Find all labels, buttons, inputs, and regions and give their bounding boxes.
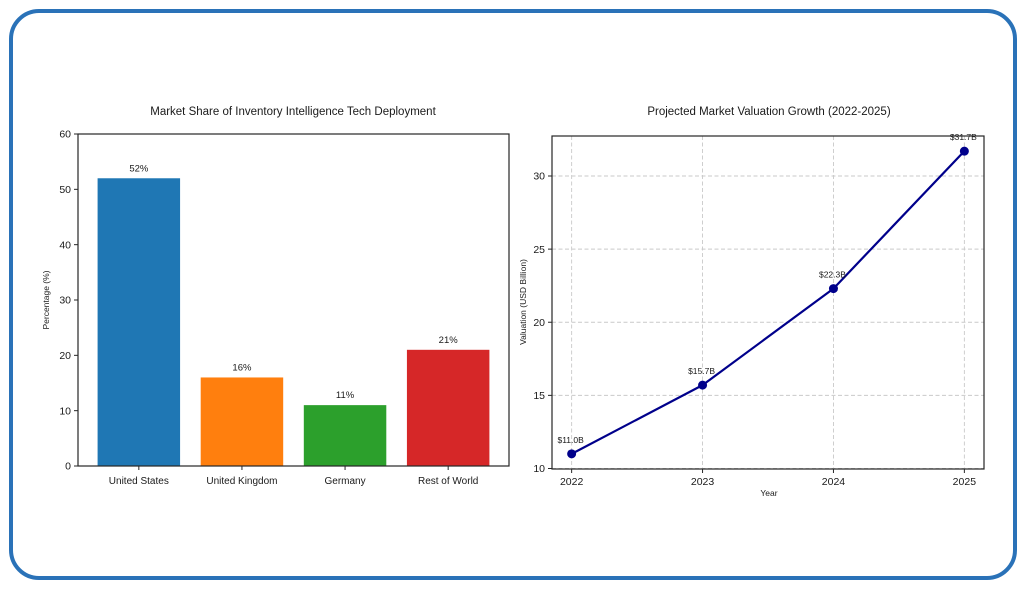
line-series: [570, 150, 966, 455]
line-chart-x-axis-label: Year: [760, 488, 778, 498]
data-point: [567, 449, 577, 459]
data-point-label: $11.0B: [557, 435, 584, 445]
data-point: [959, 146, 969, 156]
bar-chart-y-tick-label: 50: [59, 184, 71, 196]
line-chart-x-tick-label: 2025: [953, 476, 977, 488]
bar-chart-y-tick-label: 10: [59, 405, 71, 417]
line-chart-y-tick-label: 30: [533, 171, 545, 183]
line-chart-x-tick-label: 2023: [691, 476, 715, 488]
line-chart-title: Projected Market Valuation Growth (2022-…: [647, 106, 891, 118]
bar-chart-category-label: United States: [109, 476, 169, 487]
bar-chart-title: Market Share of Inventory Intelligence T…: [150, 106, 436, 118]
bar-value-label: 16%: [232, 362, 252, 373]
bar-chart-y-tick-label: 40: [59, 239, 71, 251]
bar-chart-category-label: Rest of World: [418, 476, 478, 487]
data-point-label: $15.7B: [688, 366, 715, 376]
bar-chart-y-tick-label: 30: [59, 295, 71, 307]
bar: [97, 178, 181, 466]
bar-value-label: 52%: [129, 163, 149, 174]
bar-value-label: 11%: [336, 390, 355, 401]
line-chart-y-tick-label: 20: [533, 317, 545, 329]
data-point: [828, 284, 838, 294]
line-chart-x-tick-label: 2024: [822, 476, 846, 488]
bar: [303, 405, 387, 466]
data-point-label: $31.7B: [950, 132, 977, 142]
line-chart-y-tick-label: 15: [533, 390, 545, 402]
bar-chart-category-label: United Kingdom: [206, 476, 277, 487]
bar-chart-category-label: Germany: [324, 476, 365, 487]
bar-chart-plot-border: [77, 133, 510, 467]
line-chart-y-tick-label: 25: [533, 244, 545, 256]
bar-chart-y-tick-label: 20: [59, 350, 71, 362]
line-chart-y-tick-label: 10: [533, 463, 545, 475]
bar: [200, 377, 284, 466]
bar: [406, 349, 490, 466]
data-point-label: $22.3B: [819, 270, 846, 280]
line-chart-plot-border: [551, 135, 985, 470]
bar-value-label: 21%: [439, 335, 459, 346]
line-chart-x-tick-label: 2022: [560, 476, 584, 488]
bar-chart-y-tick-label: 60: [59, 129, 71, 141]
bar-chart-y-tick-label: 0: [65, 461, 71, 473]
data-point: [698, 380, 708, 390]
